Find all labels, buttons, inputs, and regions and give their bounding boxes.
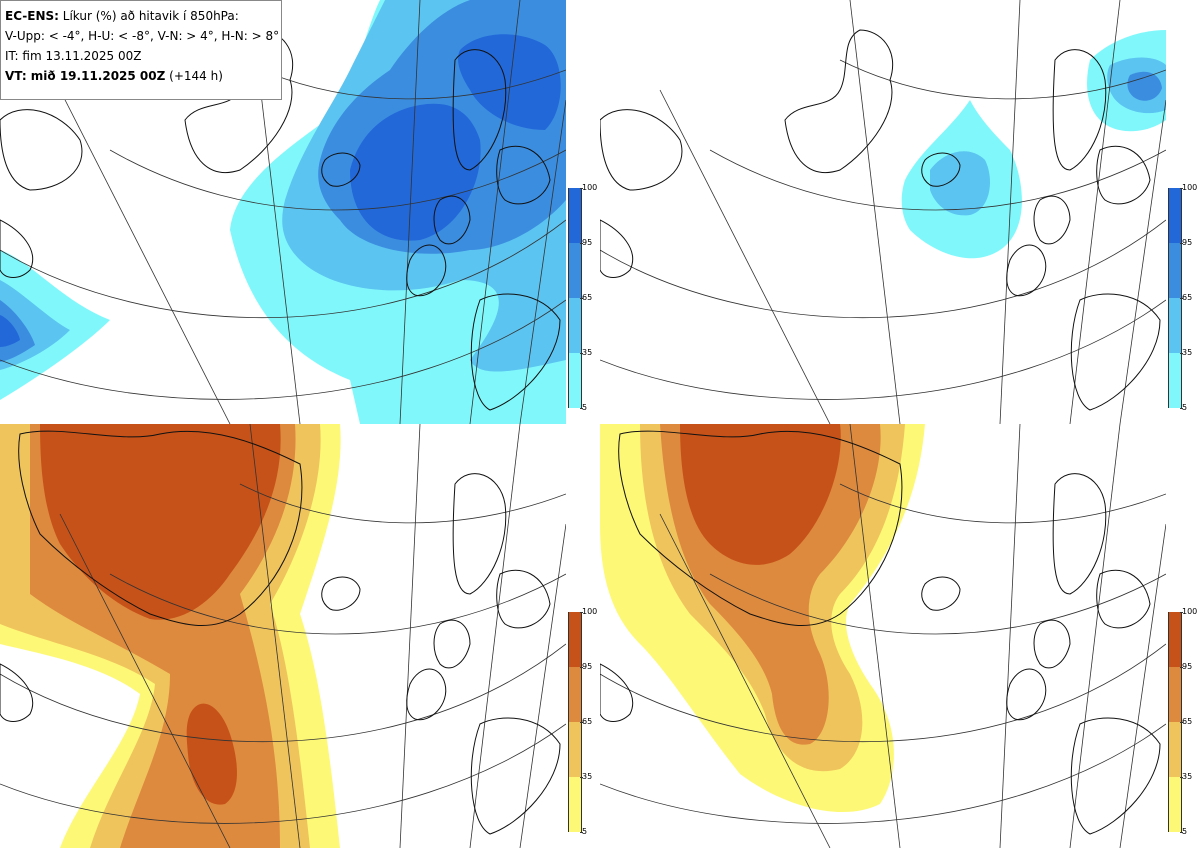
colorbar-blue-right: 100 95 65 35 5 <box>1168 184 1198 412</box>
colorbar-tick-mark <box>580 612 583 613</box>
graticule <box>0 424 566 848</box>
lead-time: (+144 h) <box>169 69 223 83</box>
colorbar-tick-label: 65 <box>1182 717 1193 726</box>
coastlines <box>600 29 1161 411</box>
colorbar-tick-label: 100 <box>1182 607 1198 616</box>
warm-4-map <box>0 424 566 848</box>
colorbar-tick-label: 100 <box>582 183 598 192</box>
thresholds-text: V-Upp: < -4°, H-U: < -8°, V-N: > 4°, H-N… <box>5 29 280 43</box>
colorbar-tick-label: 5 <box>1182 827 1188 836</box>
colorbar-tick-mark <box>580 667 583 668</box>
colorbar-segment <box>568 667 582 722</box>
colorbar-tick-label: 100 <box>1182 183 1198 192</box>
cold-4-map <box>0 0 566 424</box>
colorbar-tick-mark <box>1180 612 1183 613</box>
prob-area-35 <box>930 151 990 216</box>
colorbar-tick-mark <box>1180 777 1183 778</box>
colorbar-segment <box>568 188 582 243</box>
colorbar-orange-left: 100 95 65 35 5 <box>568 608 598 836</box>
colorbar-segment <box>1168 188 1182 243</box>
colorbar-segment <box>568 353 582 408</box>
colorbar-tick-mark <box>580 243 583 244</box>
colorbar-tick-label: 95 <box>1182 238 1193 247</box>
prob-area-95 <box>680 424 841 565</box>
colorbar-segment <box>568 243 582 298</box>
prob-area-65-west <box>0 300 35 362</box>
colorbar-tick-label: 65 <box>1182 293 1193 302</box>
legend-title: Líkur (%) að hitavik í 850hPa: <box>62 9 239 23</box>
colorbar-tick-mark <box>1180 832 1183 833</box>
colorbar-segment <box>1168 612 1182 667</box>
colorbar-orange-right: 100 95 65 35 5 <box>1168 608 1198 836</box>
colorbar-tick-mark <box>1180 667 1183 668</box>
colorbar-segment <box>1168 298 1182 353</box>
graticule <box>600 0 1166 424</box>
model-label: EC-ENS: <box>5 9 59 23</box>
colorbar-tick-mark <box>1180 243 1183 244</box>
colorbar-tick-label: 5 <box>1182 403 1188 412</box>
colorbar-tick-label: 65 <box>582 293 593 302</box>
colorbar-tick-label: 35 <box>582 772 593 781</box>
colorbar-tick-mark <box>580 353 583 354</box>
colorbar-segment <box>1168 667 1182 722</box>
warm-8-map <box>600 424 1166 848</box>
colorbar-segment <box>568 612 582 667</box>
colorbar-tick-label: 100 <box>582 607 598 616</box>
colorbar-tick-mark <box>580 722 583 723</box>
colorbar-tick-label: 5 <box>582 827 588 836</box>
colorbar-segment <box>1168 777 1182 832</box>
colorbar-tick-label: 35 <box>1182 772 1193 781</box>
colorbar-segment <box>568 777 582 832</box>
colorbar-blue-left: 100 95 65 35 5 <box>568 184 598 412</box>
colorbar-segment <box>1168 243 1182 298</box>
colorbar-tick-mark <box>1180 722 1183 723</box>
prob-area-95 <box>350 103 481 241</box>
colorbar-tick-mark <box>1180 353 1183 354</box>
colorbar-tick-label: 95 <box>1182 662 1193 671</box>
colorbar-tick-label: 95 <box>582 238 593 247</box>
initial-time: IT: fim 13.11.2025 00Z <box>5 49 142 63</box>
colorbar-tick-label: 65 <box>582 717 593 726</box>
map-panel-warm-8 <box>600 424 1166 848</box>
colorbar-segment <box>1168 353 1182 408</box>
colorbar-tick-mark <box>580 832 583 833</box>
map-panel-cold-4 <box>0 0 566 424</box>
colorbar-tick-mark <box>1180 298 1183 299</box>
colorbar-tick-label: 5 <box>582 403 588 412</box>
colorbar-tick-label: 95 <box>582 662 593 671</box>
colorbar-tick-mark <box>580 408 583 409</box>
colorbar-tick-mark <box>580 777 583 778</box>
colorbar-tick-mark <box>1180 408 1183 409</box>
graticule <box>0 0 566 424</box>
colorbar-tick-label: 35 <box>582 348 593 357</box>
map-panel-cold-8 <box>600 0 1166 424</box>
colorbar-segment <box>568 722 582 777</box>
coastlines <box>600 430 1161 835</box>
map-panel-warm-4 <box>0 424 566 848</box>
valid-time: VT: mið 19.11.2025 00Z <box>5 69 166 83</box>
colorbar-tick-mark <box>580 298 583 299</box>
prob-area-65-ne <box>1127 71 1162 101</box>
prob-area-95-west <box>0 315 20 347</box>
prob-area-95 <box>40 424 281 620</box>
colorbar-tick-label: 35 <box>1182 348 1193 357</box>
cold-8-map <box>600 0 1166 424</box>
colorbar-segment <box>1168 722 1182 777</box>
legend-box: EC-ENS: Líkur (%) að hitavik í 850hPa: V… <box>0 0 282 100</box>
colorbar-segment <box>568 298 582 353</box>
colorbar-tick-mark <box>580 188 583 189</box>
prob-area-95-ne <box>458 34 561 130</box>
graticule <box>600 424 1166 848</box>
colorbar-tick-mark <box>1180 188 1183 189</box>
coastlines <box>0 430 561 835</box>
prob-area-95-south <box>186 703 237 805</box>
